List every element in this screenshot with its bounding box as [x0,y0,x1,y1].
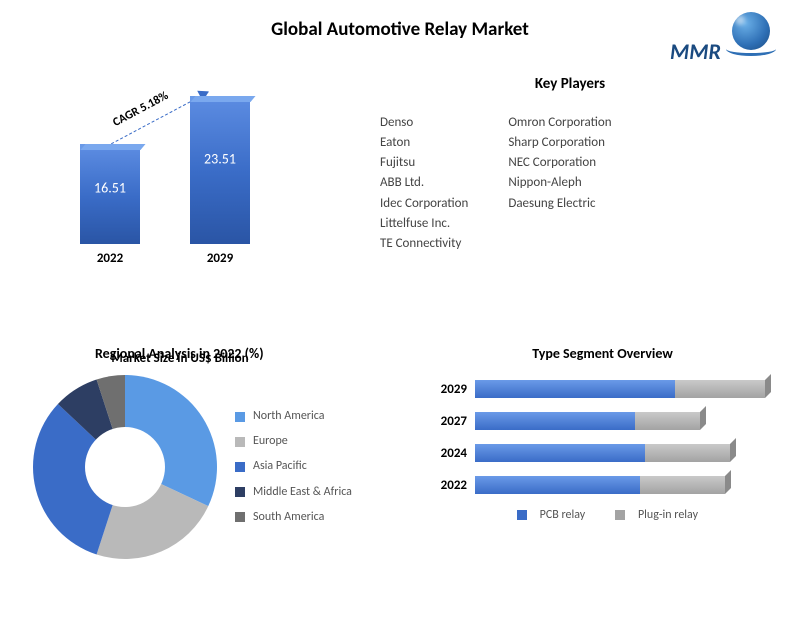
key-player-item: ABB Ltd. [380,173,468,193]
legend-swatch [615,510,625,520]
mmr-logo: MMR [670,10,780,65]
legend-label: North America [253,404,324,429]
segment-bar [475,380,765,398]
key-players-col1: DensoEatonFujitsuABB Ltd.Idec Corporatio… [380,113,468,254]
legend-item: Middle East & Africa [235,480,352,505]
bar-area: CAGR 5.18% 16.512022 23.512029 [60,90,280,245]
key-players-col2: Omron CorporationSharp CorporationNEC Co… [508,113,611,254]
donut-legend: North AmericaEuropeAsia PacificMiddle Ea… [235,404,352,530]
segment-row: 2024 [430,444,775,462]
key-player-item: Nippon-Aleph [508,173,611,193]
key-player-item: Idec Corporation [380,194,468,214]
bar-year-label: 2029 [190,251,250,266]
segment-plugin-part [635,412,700,430]
regional-analysis-section: Regional Analysis in 2022 (%) North Amer… [30,345,410,562]
legend-label: Middle East & Africa [253,480,352,505]
legend-label: South America [253,505,324,530]
bar-year-label: 2022 [80,251,140,266]
segment-year-label: 2022 [430,478,475,493]
logo-text: MMR [670,38,721,65]
segment-pcb-part [475,444,645,462]
key-player-item: NEC Corporation [508,153,611,173]
legend-item: South America [235,505,352,530]
legend-item: North America [235,404,352,429]
segment-year-label: 2029 [430,382,475,397]
key-player-item: Daesung Electric [508,194,611,214]
segment-year-label: 2024 [430,446,475,461]
legend-swatch [517,510,527,520]
key-player-item: TE Connectivity [380,234,468,254]
segment-plugin-part [640,476,725,494]
key-player-item: Eaton [380,133,468,153]
cagr-label: CAGR 5.18% [111,89,171,130]
legend-label: Europe [253,429,288,454]
regional-donut-chart [30,372,220,562]
segment-row: 2022 [430,476,775,494]
market-size-bar-chart: CAGR 5.18% 16.51202223.512029 Market Siz… [50,90,310,320]
segment-legend: PCB relay Plug-in relay [430,508,775,522]
legend-item: PCB relay [507,508,585,522]
segment-row: 2029 [430,380,775,398]
segment-row: 2027 [430,412,775,430]
donut-hole [85,427,165,507]
key-players-section: Key Players DensoEatonFujitsuABB Ltd.Ide… [370,75,770,254]
bar-value-label: 16.51 [80,179,140,196]
donut-title: Regional Analysis in 2022 (%) [30,345,410,362]
legend-label: Asia Pacific [253,454,307,479]
key-player-item: Omron Corporation [508,113,611,133]
legend-swatch [235,437,245,447]
legend-swatch [235,462,245,472]
key-player-item: Sharp Corporation [508,133,611,153]
key-players-title: Key Players [370,75,770,93]
segment-bar [475,444,730,462]
market-bar: 16.512022 [80,144,140,244]
legend-item: Plug-in relay [605,508,698,522]
market-bar: 23.512029 [190,96,250,244]
segment-pcb-part [475,412,635,430]
segment-bar [475,412,700,430]
legend-item: Europe [235,429,352,454]
key-player-item: Fujitsu [380,153,468,173]
segment-bar [475,476,725,494]
legend-swatch [235,512,245,522]
swoosh-icon [726,42,776,56]
key-player-item: Littelfuse Inc. [380,214,468,234]
legend-item: Asia Pacific [235,454,352,479]
bar-value-label: 23.51 [190,150,250,167]
type-segment-section: Type Segment Overview 2029 2027 2024 2022 P… [430,345,775,522]
segment-pcb-part [475,380,675,398]
segment-title: Type Segment Overview [430,345,775,362]
segment-plugin-part [645,444,730,462]
key-player-item: Denso [380,113,468,133]
segment-pcb-part [475,476,640,494]
legend-swatch [235,412,245,422]
segment-plugin-part [675,380,765,398]
legend-swatch [235,487,245,497]
segment-year-label: 2027 [430,414,475,429]
